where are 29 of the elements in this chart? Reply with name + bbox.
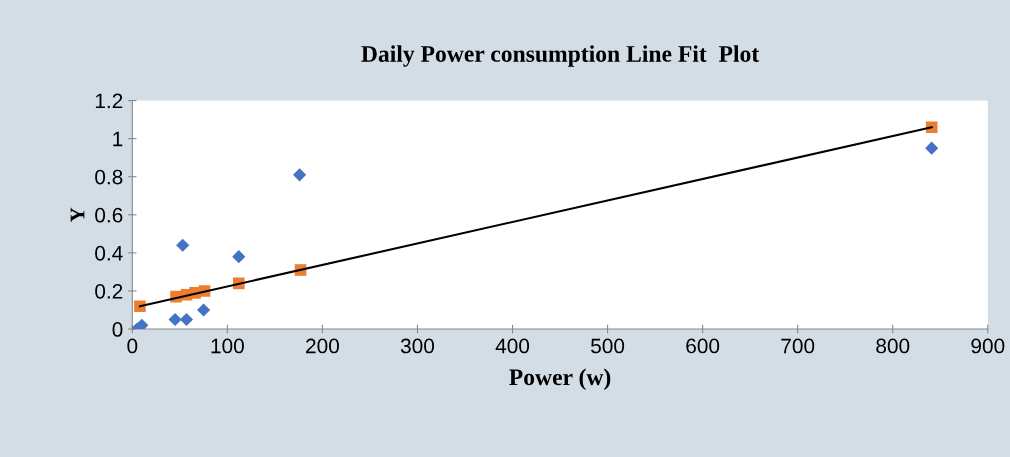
y-tick-label: 0.6: [95, 207, 123, 223]
point: [135, 318, 149, 330]
chart-title: Daily Power consumption Line Fit Plot: [361, 45, 760, 67]
x-tick-label: 300: [400, 338, 435, 354]
x-tick-label: 100: [211, 338, 244, 354]
y-axis-title: Y: [70, 207, 85, 222]
point: [232, 250, 246, 264]
y-tick-label: 0: [112, 322, 123, 337]
point: [134, 300, 146, 312]
x-tick-label: 700: [781, 338, 815, 354]
x-tick-label: 900: [971, 338, 1005, 354]
x-tick-label: 0: [127, 338, 138, 354]
x-tick-label: 400: [495, 338, 530, 354]
x-tick-label: 800: [876, 338, 910, 354]
y-tick-label: 0.2: [95, 283, 123, 299]
y-tick-label: 1.2: [95, 93, 123, 109]
y-tick-label: 1: [113, 131, 123, 147]
point: [168, 312, 182, 327]
y-tick-label: 0.4: [95, 245, 123, 261]
point: [293, 168, 307, 182]
point: [925, 141, 939, 155]
point: [179, 312, 194, 327]
x-tick-label: 600: [686, 338, 720, 354]
y-tick-label: 0.8: [95, 169, 123, 185]
x-tick-label: 500: [591, 338, 625, 354]
point: [176, 238, 190, 252]
point: [197, 303, 211, 317]
x-axis-title: Power (w): [509, 368, 611, 391]
x-tick-label: 200: [306, 338, 339, 354]
